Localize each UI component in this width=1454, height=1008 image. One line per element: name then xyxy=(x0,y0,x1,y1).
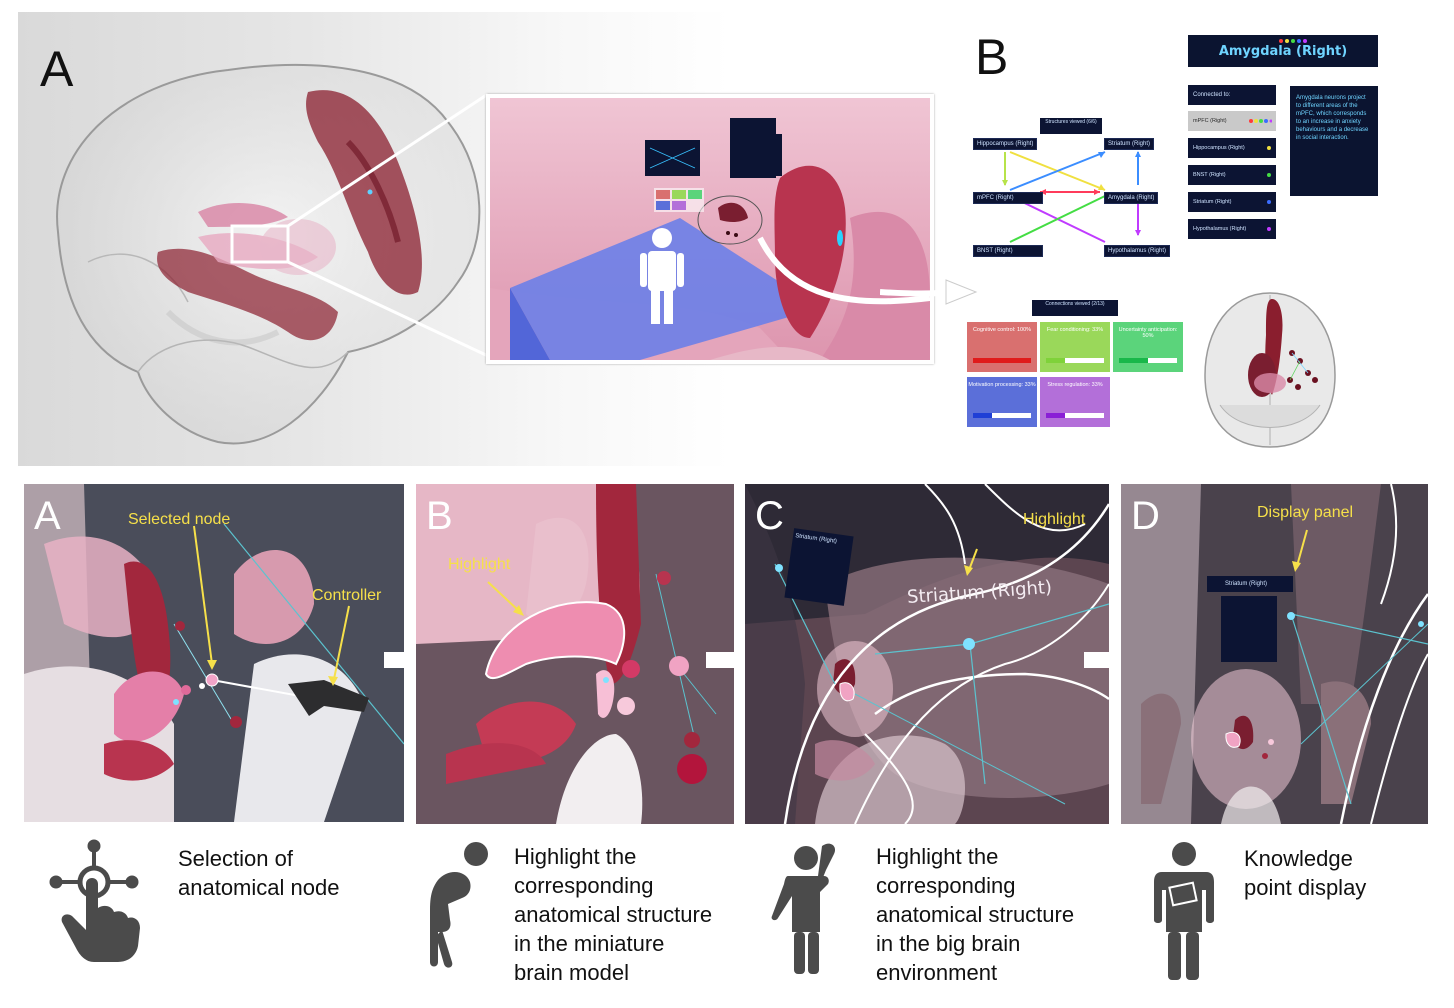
display-panel-label: Display panel xyxy=(1257,504,1354,521)
curved-arrow-tip xyxy=(880,279,978,305)
step-letter-b: B xyxy=(426,494,453,538)
caption-line: corresponding xyxy=(514,873,654,898)
caption-step-4: Knowledge point display xyxy=(1244,844,1366,902)
caption-step-3: Highlight the corresponding anatomical s… xyxy=(876,842,1074,987)
connected-item-hypothalamus[interactable]: Hypothalamus (Right) xyxy=(1188,219,1276,239)
connectivity-network-diagram xyxy=(1002,151,1141,243)
function-card-stress: Stress regulation: 33% xyxy=(1040,377,1110,427)
mini-brain-top-view xyxy=(1204,292,1336,448)
touch-node-icon xyxy=(49,839,140,962)
connected-item-label: mPFC (Right) xyxy=(1193,118,1227,124)
connected-item-label: Hypothalamus (Right) xyxy=(1193,226,1247,232)
amygdala-description: Amygdala neurons project to different ar… xyxy=(1290,86,1378,196)
caption-line: corresponding xyxy=(876,873,1016,898)
color-dots-icon xyxy=(1279,39,1307,43)
panel-letter-b: B xyxy=(975,29,1009,85)
node-bnst[interactable]: BNST (Right) xyxy=(973,245,1043,257)
caption-line: Highlight the xyxy=(876,844,999,869)
node-hypothalamus[interactable]: Hypothalamus (Right) xyxy=(1104,245,1171,257)
purple-dot-icon xyxy=(1267,227,1271,231)
vr-scene-illustration xyxy=(490,98,930,360)
caption-line: Selection of xyxy=(178,846,293,871)
node-hippocampus[interactable]: Hippocampus (Right) xyxy=(973,138,1038,150)
miniature-brain-scene xyxy=(416,484,734,824)
person-figure xyxy=(640,228,684,324)
node-amygdala[interactable]: Amygdala (Right) xyxy=(1104,192,1159,204)
caption-line: in the big brain xyxy=(876,931,1021,956)
function-bar-fill xyxy=(973,358,1031,363)
function-bar-fill xyxy=(973,413,993,418)
step-letter-a: A xyxy=(34,494,61,538)
green-dot-icon xyxy=(1267,173,1271,177)
function-card-label: Stress regulation: 33% xyxy=(1047,382,1103,388)
big-brain-scene xyxy=(745,484,1109,824)
step-letter-c: C xyxy=(755,494,784,538)
highlight-label-c: Highlight xyxy=(1023,511,1086,528)
connected-item-label: Striatum (Right) xyxy=(1193,199,1232,205)
node-mpfc[interactable]: mPFC (Right) xyxy=(973,192,1043,204)
display-panel-scene xyxy=(1121,484,1428,824)
function-bar-fill xyxy=(1046,413,1066,418)
caption-line: Highlight the xyxy=(514,844,637,869)
caption-line: anatomical structure xyxy=(876,902,1075,927)
function-card-label: Cognitive control: 100% xyxy=(972,327,1032,333)
connections-viewed-label: Connections viewed (2/13) xyxy=(1032,300,1118,316)
connected-item-hippocampus[interactable]: Hippocampus (Right) xyxy=(1188,138,1276,158)
connected-item-bnst[interactable]: BNST (Right) xyxy=(1188,165,1276,185)
caption-line: anatomical structure xyxy=(514,902,713,927)
caption-line: brain model xyxy=(514,960,629,985)
step-panel-c: C Highlight Striatum (Right) Striatum (R… xyxy=(745,484,1109,824)
selected-node-label: Selected node xyxy=(128,511,231,528)
caption-line: in the miniature xyxy=(514,931,665,956)
caption-line: anatomical node xyxy=(178,875,340,900)
highlight-label-b: Highlight xyxy=(448,556,511,573)
function-card-cognitive-control: Cognitive control: 100% xyxy=(967,322,1037,372)
function-bar-fill xyxy=(1046,358,1066,363)
step-panel-a: A Selected node Controller xyxy=(24,484,404,822)
connected-item-label: Hippocampus (Right) xyxy=(1193,145,1245,151)
connected-item-striatum[interactable]: Striatum (Right) xyxy=(1188,192,1276,212)
caption-step-2: Highlight the corresponding anatomical s… xyxy=(514,842,712,987)
function-card-fear-conditioning: Fear conditioning: 33% xyxy=(1040,322,1110,372)
caption-step-1: Selection of anatomical node xyxy=(178,844,339,902)
structures-viewed-label: Structures viewed (6/6) xyxy=(1040,118,1102,134)
function-card-label: Uncertainty anticipation: 50% xyxy=(1118,327,1178,339)
function-card-motivation: Motivation processing: 33% xyxy=(967,377,1037,427)
connected-to-header: Connected to: xyxy=(1188,85,1276,105)
amygdala-title: Amygdala (Right) xyxy=(1218,44,1348,59)
amygdala-title-panel: Amygdala (Right) xyxy=(1188,35,1378,67)
step-letter-d: D xyxy=(1131,494,1160,538)
connected-item-label: BNST (Right) xyxy=(1193,172,1226,178)
function-bar-fill xyxy=(1119,358,1148,363)
selection-scene xyxy=(24,484,404,822)
vr-environment-inset xyxy=(486,94,934,364)
caption-line: environment xyxy=(876,960,998,985)
thinking-person-icon xyxy=(771,843,836,974)
caption-line: point display xyxy=(1244,875,1367,900)
multi-dot-icon xyxy=(1249,119,1272,123)
bending-person-icon xyxy=(430,842,488,968)
function-card-label: Motivation processing: 33% xyxy=(968,382,1036,388)
caption-line: Knowledge xyxy=(1244,846,1353,871)
step-panel-d: D Display panel Striatum (Right) xyxy=(1121,484,1428,824)
reading-person-icon xyxy=(1154,842,1214,980)
function-card-label: Fear conditioning: 33% xyxy=(1046,327,1104,333)
node-striatum[interactable]: Striatum (Right) xyxy=(1104,138,1155,150)
function-card-uncertainty: Uncertainty anticipation: 50% xyxy=(1113,322,1183,372)
panel-letter-a: A xyxy=(40,41,74,97)
transparent-brain-illustration xyxy=(56,63,489,445)
connected-item-mpfc[interactable]: mPFC (Right) xyxy=(1188,111,1276,131)
blue-dot-icon xyxy=(1267,200,1271,204)
striatum-panel-title-d: Striatum (Right) xyxy=(1225,581,1268,587)
controller-label: Controller xyxy=(312,587,382,604)
yellow-dot-icon xyxy=(1267,146,1271,150)
step-panel-b: B Highlight xyxy=(416,484,734,824)
